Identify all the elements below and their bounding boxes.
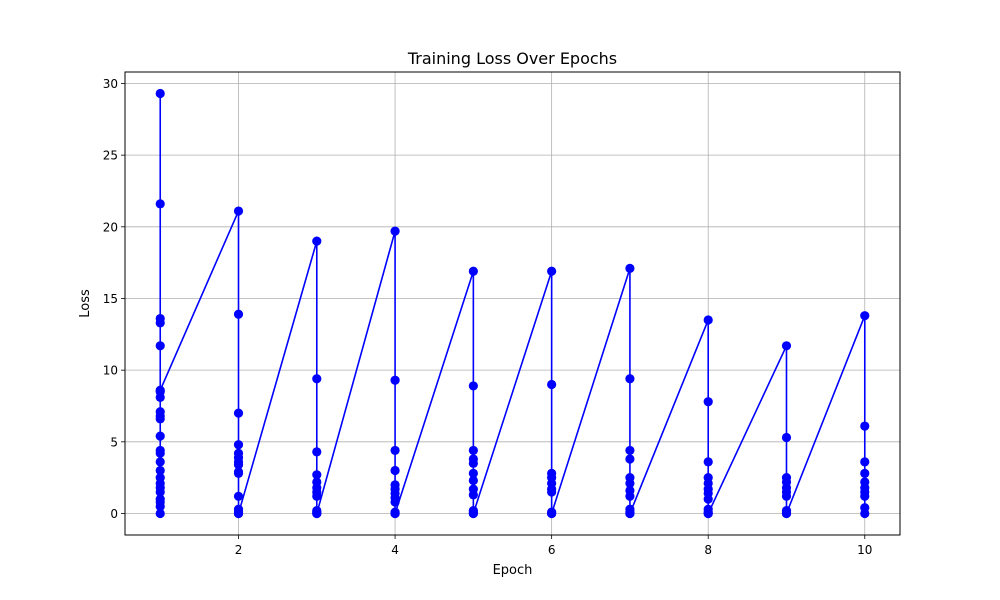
data-point	[703, 494, 713, 504]
data-point	[155, 341, 165, 351]
data-point	[233, 460, 244, 470]
grid	[125, 72, 900, 535]
data-point	[155, 431, 165, 441]
data-point	[468, 508, 478, 519]
data-point	[625, 263, 635, 273]
data-point	[233, 491, 244, 501]
data-point	[860, 508, 870, 519]
data-point	[860, 491, 870, 501]
data-point	[155, 487, 165, 497]
data-point	[703, 457, 713, 467]
data-point	[155, 392, 165, 402]
data-point	[703, 508, 713, 519]
data-point	[390, 508, 400, 519]
data-point	[625, 454, 635, 464]
data-point	[390, 375, 400, 385]
y-tick-label: 15	[103, 292, 118, 306]
data-point	[312, 470, 322, 480]
data-point	[155, 385, 165, 395]
y-tick-label: 20	[103, 220, 118, 234]
y-tick-label: 10	[103, 364, 118, 378]
data-point	[312, 374, 322, 384]
data-point	[468, 381, 478, 391]
data-point	[625, 445, 635, 456]
data-point	[155, 501, 165, 511]
data-point	[625, 508, 635, 519]
data-point	[860, 468, 870, 478]
data-point	[781, 432, 792, 443]
data-point	[860, 457, 870, 467]
y-tick-label: 5	[110, 435, 118, 449]
data-point	[468, 445, 478, 456]
data-point	[233, 309, 244, 319]
data-point	[233, 508, 244, 519]
y-tick-label: 25	[103, 149, 118, 163]
data-point	[625, 491, 635, 501]
data-point	[312, 236, 322, 246]
x-tick-label: 6	[548, 543, 556, 557]
data-point	[547, 487, 557, 497]
data-point	[233, 206, 244, 216]
y-axis-label: Loss	[78, 289, 93, 318]
data-point	[390, 445, 400, 456]
data-point	[468, 458, 478, 468]
x-tick-label: 2	[235, 543, 243, 557]
data-point	[860, 311, 870, 321]
data-point	[155, 448, 165, 458]
y-tick-label: 30	[103, 77, 118, 91]
data-point	[155, 414, 165, 424]
x-axis: 2 4 6 8 10	[235, 535, 872, 557]
data-point	[155, 88, 165, 99]
data-point	[390, 226, 400, 236]
data-point	[468, 266, 478, 276]
x-axis-label: Epoch	[493, 563, 533, 578]
data-point	[312, 491, 322, 501]
data-point	[781, 341, 792, 351]
data-point	[703, 397, 713, 407]
data-point	[468, 490, 478, 500]
data-point	[312, 447, 322, 457]
y-tick-label: 0	[110, 507, 118, 521]
data-point	[155, 457, 165, 467]
data-point	[547, 508, 557, 519]
x-tick-label: 8	[704, 543, 712, 557]
data-point	[625, 374, 635, 384]
data-point	[547, 379, 557, 390]
data-point	[155, 199, 165, 209]
data-point	[312, 508, 322, 519]
y-axis: 0 5 10 15 20 25 30	[103, 77, 125, 521]
data-point	[625, 478, 635, 488]
series-markers	[155, 88, 870, 519]
data-point	[233, 468, 244, 478]
data-point	[155, 318, 165, 328]
data-point	[781, 508, 792, 519]
data-point	[390, 465, 400, 476]
chart-title: Training Loss Over Epochs	[407, 49, 617, 68]
data-point	[468, 468, 478, 478]
data-point	[860, 421, 870, 431]
x-tick-label: 4	[391, 543, 399, 557]
data-point	[155, 508, 165, 519]
data-point	[547, 266, 557, 276]
data-point	[233, 408, 244, 418]
data-point	[233, 440, 244, 450]
data-point	[390, 497, 400, 507]
data-point	[468, 475, 478, 486]
plot-area-frame	[124, 71, 901, 536]
x-tick-label: 10	[857, 543, 872, 557]
data-point	[703, 315, 713, 325]
data-point	[155, 465, 165, 476]
data-point	[781, 491, 792, 501]
